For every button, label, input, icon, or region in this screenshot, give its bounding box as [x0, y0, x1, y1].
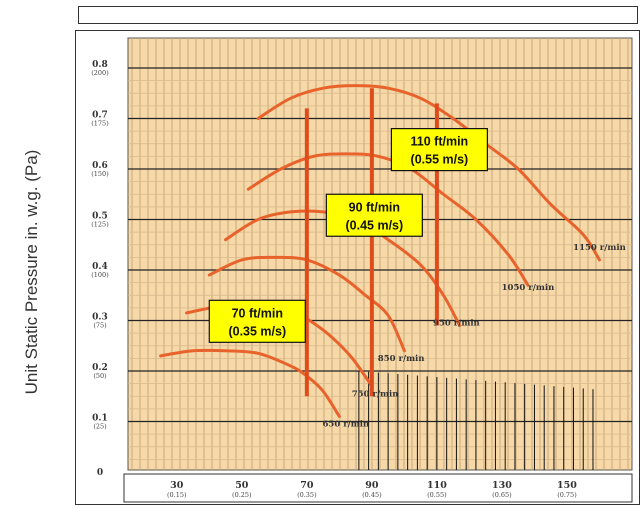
y-tick-labels: 0.8(200) 0.7(175) 0.6(150) 0.5(125) 0.4(100)…: [91, 60, 109, 478]
y-tick-sublabel: (175): [91, 120, 109, 128]
y-tick-label: 0.1: [92, 414, 108, 424]
x-tick-sublabel: (0.75): [557, 491, 577, 499]
y-tick-label: 0: [97, 468, 103, 478]
y-tick-label: 0.6: [92, 161, 108, 171]
velocity-label-box: 110 ft/min (0.55 m/s): [390, 128, 488, 172]
x-tick-sublabel: (0.45): [362, 491, 382, 499]
curve-labels: 650 r/min 750 r/min 850 r/min 950 r/min 1050…: [323, 243, 626, 430]
fan-curve-850-r-min: [207, 255, 406, 353]
velocity-label-bg: [325, 193, 423, 237]
x-tick-label: 150: [557, 480, 577, 491]
velocity-sublabel: (0.55 m/s): [411, 153, 469, 167]
x-tick-sublabel: (0.55): [427, 491, 447, 499]
curve-label: 850 r/min: [378, 354, 425, 364]
velocity-labels: 70 ft/min (0.35 m/s) 90 ft/min (0.45 m/s) 11…: [208, 128, 488, 343]
grid: [128, 38, 632, 470]
x-axis-box: [123, 473, 633, 503]
velocity-sublabel: (0.45 m/s): [346, 218, 404, 232]
x-tick-labels: 30(0.15) 50(0.25) 70(0.35) 90(0.45) 110(0.55…: [167, 480, 577, 499]
y-tick-sublabel: (100): [91, 271, 109, 279]
x-tick-label: 70: [300, 480, 314, 491]
curve-label: 1050 r/min: [502, 283, 555, 293]
curve-label: 650 r/min: [323, 420, 370, 430]
velocity-label-bg: [208, 299, 306, 343]
x-tick-label: 130: [492, 480, 512, 491]
y-tick-label: 0.8: [92, 60, 108, 70]
velocity-label: 70 ft/min: [232, 306, 283, 320]
title-box: [78, 6, 638, 24]
x-tick-label: 30: [170, 480, 184, 491]
y-tick-label: 0.4: [92, 262, 108, 272]
x-tick-label: 110: [427, 480, 447, 491]
y-tick-label: 0.5: [92, 212, 108, 222]
x-tick-sublabel: (0.25): [232, 491, 252, 499]
velocity-label: 110 ft/min: [411, 135, 469, 149]
drop-lines: [358, 371, 594, 470]
velocity-sublabel: (0.35 m/s): [228, 324, 286, 338]
x-tick-sublabel: (0.35): [297, 491, 317, 499]
curve-label: 1150 r/min: [573, 243, 626, 253]
x-tick-label: 50: [235, 480, 249, 491]
y-tick-label: 0.2: [92, 363, 108, 373]
fan-curve-650-r-min: [159, 348, 341, 418]
y-tick-sublabel: (75): [93, 322, 107, 330]
y-tick-sublabel: (25): [93, 423, 107, 431]
y-tick-label: 0.7: [92, 111, 108, 121]
y-tick-sublabel: (125): [91, 221, 109, 229]
velocity-label-box: 90 ft/min (0.45 m/s): [325, 193, 423, 237]
y-tick-label: 0.3: [92, 313, 108, 323]
velocity-label: 90 ft/min: [349, 200, 400, 214]
curve-label: 750 r/min: [352, 389, 399, 399]
y-tick-sublabel: (200): [91, 69, 109, 77]
curve-label: 950 r/min: [433, 319, 480, 329]
x-tick-sublabel: (0.65): [492, 491, 512, 499]
y-tick-sublabel: (50): [93, 372, 107, 380]
y-tick-sublabel: (150): [91, 170, 109, 178]
velocity-label-bg: [390, 128, 488, 172]
x-tick-label: 90: [365, 480, 379, 491]
velocity-label-box: 70 ft/min (0.35 m/s): [208, 299, 306, 343]
x-tick-sublabel: (0.15): [167, 491, 187, 499]
